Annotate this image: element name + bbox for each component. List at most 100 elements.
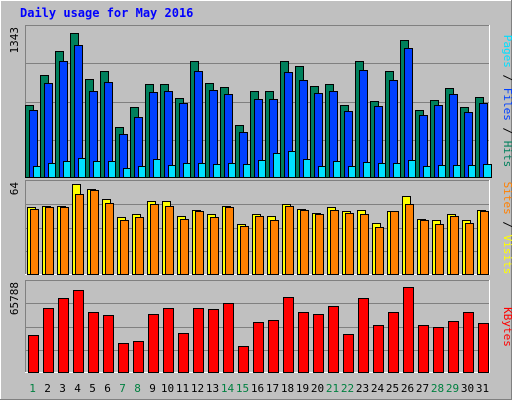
x-label-day-28: 28 bbox=[431, 382, 444, 395]
bar-sites-day-20 bbox=[315, 214, 324, 275]
bar-sites-day-27 bbox=[420, 220, 429, 275]
bar-sites-day-31 bbox=[480, 211, 489, 275]
x-label-day-5: 5 bbox=[89, 382, 96, 395]
x-label-day-19: 19 bbox=[296, 382, 309, 395]
bar-files-day-20 bbox=[314, 93, 323, 178]
chart-title: Daily usage for May 2016 bbox=[20, 6, 193, 20]
bar-kbytes-day-12 bbox=[193, 308, 204, 373]
legend-entry-kbytes: KBytes bbox=[501, 307, 512, 347]
bar-kbytes-day-15 bbox=[238, 346, 249, 373]
bar-kbytes-day-28 bbox=[433, 327, 444, 373]
bar-kbytes-day-3 bbox=[58, 298, 69, 373]
bar-sites-day-9 bbox=[150, 204, 159, 275]
x-label-day-3: 3 bbox=[59, 382, 66, 395]
bar-kbytes-day-6 bbox=[103, 315, 114, 373]
x-label-day-20: 20 bbox=[311, 382, 324, 395]
bar-kbytes-day-18 bbox=[283, 297, 294, 373]
x-label-day-23: 23 bbox=[356, 382, 369, 395]
x-label-day-30: 30 bbox=[461, 382, 474, 395]
legend-entry-hits: Hits bbox=[501, 141, 512, 168]
x-label-day-4: 4 bbox=[74, 382, 81, 395]
bar-files-day-23 bbox=[359, 70, 368, 178]
x-label-day-6: 6 bbox=[104, 382, 111, 395]
bar-files-day-3 bbox=[59, 61, 68, 178]
y-max-label: 1343 bbox=[8, 27, 21, 54]
bar-kbytes-day-26 bbox=[403, 287, 414, 373]
panel-top: 1343 Pages / Files / Hits bbox=[8, 25, 512, 178]
bar-sites-day-24 bbox=[375, 227, 384, 275]
legend-middle: Sites / Visits bbox=[501, 182, 512, 275]
bar-sites-day-18 bbox=[285, 206, 294, 275]
bar-sites-day-12 bbox=[195, 211, 204, 275]
x-label-day-16: 16 bbox=[251, 382, 264, 395]
bar-sites-day-25 bbox=[390, 211, 399, 275]
bar-sites-day-30 bbox=[465, 223, 474, 275]
x-label-day-29: 29 bbox=[446, 382, 459, 395]
x-label-day-31: 31 bbox=[476, 382, 489, 395]
bar-kbytes-day-21 bbox=[328, 306, 339, 373]
bar-sites-day-5 bbox=[90, 190, 99, 275]
bar-files-day-12 bbox=[194, 71, 203, 178]
bar-kbytes-day-23 bbox=[358, 298, 369, 373]
bar-kbytes-day-24 bbox=[373, 325, 384, 373]
bar-sites-day-26 bbox=[405, 204, 414, 275]
bar-kbytes-day-5 bbox=[88, 312, 99, 373]
bar-kbytes-day-31 bbox=[478, 323, 489, 373]
x-label-day-9: 9 bbox=[149, 382, 156, 395]
panel-middle: 64 Sites / Visits bbox=[8, 180, 512, 275]
legend-top: Pages / Files / Hits bbox=[501, 35, 512, 168]
bar-kbytes-day-27 bbox=[418, 325, 429, 373]
bar-files-day-4 bbox=[74, 45, 83, 178]
bar-kbytes-day-13 bbox=[208, 309, 219, 373]
x-label-day-18: 18 bbox=[281, 382, 294, 395]
x-label-day-27: 27 bbox=[416, 382, 429, 395]
x-label-day-13: 13 bbox=[206, 382, 219, 395]
bar-kbytes-day-14 bbox=[223, 303, 234, 373]
x-label-day-22: 22 bbox=[341, 382, 354, 395]
x-label-day-26: 26 bbox=[401, 382, 414, 395]
x-label-day-11: 11 bbox=[176, 382, 189, 395]
bar-sites-day-1 bbox=[30, 209, 39, 275]
bar-kbytes-day-16 bbox=[253, 322, 264, 373]
x-label-day-21: 21 bbox=[326, 382, 339, 395]
bar-kbytes-day-20 bbox=[313, 314, 324, 373]
bar-kbytes-day-7 bbox=[118, 343, 129, 373]
bar-sites-day-6 bbox=[105, 203, 114, 275]
bar-files-day-26 bbox=[404, 48, 413, 178]
bar-files-day-25 bbox=[389, 80, 398, 178]
bar-sites-day-14 bbox=[225, 207, 234, 275]
bar-sites-day-23 bbox=[360, 214, 369, 275]
x-label-day-15: 15 bbox=[236, 382, 249, 395]
bar-sites-day-29 bbox=[450, 216, 459, 275]
bar-kbytes-day-10 bbox=[163, 308, 174, 373]
bar-sites-day-4 bbox=[75, 194, 84, 275]
bar-kbytes-day-19 bbox=[298, 312, 309, 373]
y-max-label: 64 bbox=[8, 182, 21, 196]
bar-kbytes-day-2 bbox=[43, 308, 54, 373]
legend-entry-sites: Sites bbox=[501, 182, 512, 215]
y-max-label: 65788 bbox=[8, 282, 21, 315]
bar-sites-day-22 bbox=[345, 213, 354, 275]
x-label-day-8: 8 bbox=[134, 382, 141, 395]
legend-bottom: KBytes bbox=[501, 307, 512, 347]
bar-sites-day-2 bbox=[45, 207, 54, 275]
bar-kbytes-day-30 bbox=[463, 312, 474, 373]
x-label-day-14: 14 bbox=[221, 382, 235, 395]
x-label-day-7: 7 bbox=[119, 382, 126, 395]
bar-sites-day-13 bbox=[210, 217, 219, 275]
bar-sites-day-17 bbox=[270, 220, 279, 275]
bar-pages-day-31 bbox=[483, 164, 492, 178]
bar-sites-day-11 bbox=[180, 219, 189, 275]
bar-kbytes-day-29 bbox=[448, 321, 459, 373]
bar-kbytes-day-25 bbox=[388, 312, 399, 373]
bar-sites-day-16 bbox=[255, 216, 264, 275]
bar-kbytes-day-22 bbox=[343, 334, 354, 373]
x-label-day-1: 1 bbox=[29, 382, 36, 395]
panel-bottom: 65788 KBytes bbox=[8, 280, 512, 373]
bar-sites-day-21 bbox=[330, 210, 339, 275]
x-label-day-2: 2 bbox=[44, 382, 51, 395]
bar-sites-day-28 bbox=[435, 224, 444, 275]
bar-kbytes-day-4 bbox=[73, 290, 84, 373]
bar-sites-day-10 bbox=[165, 206, 174, 275]
